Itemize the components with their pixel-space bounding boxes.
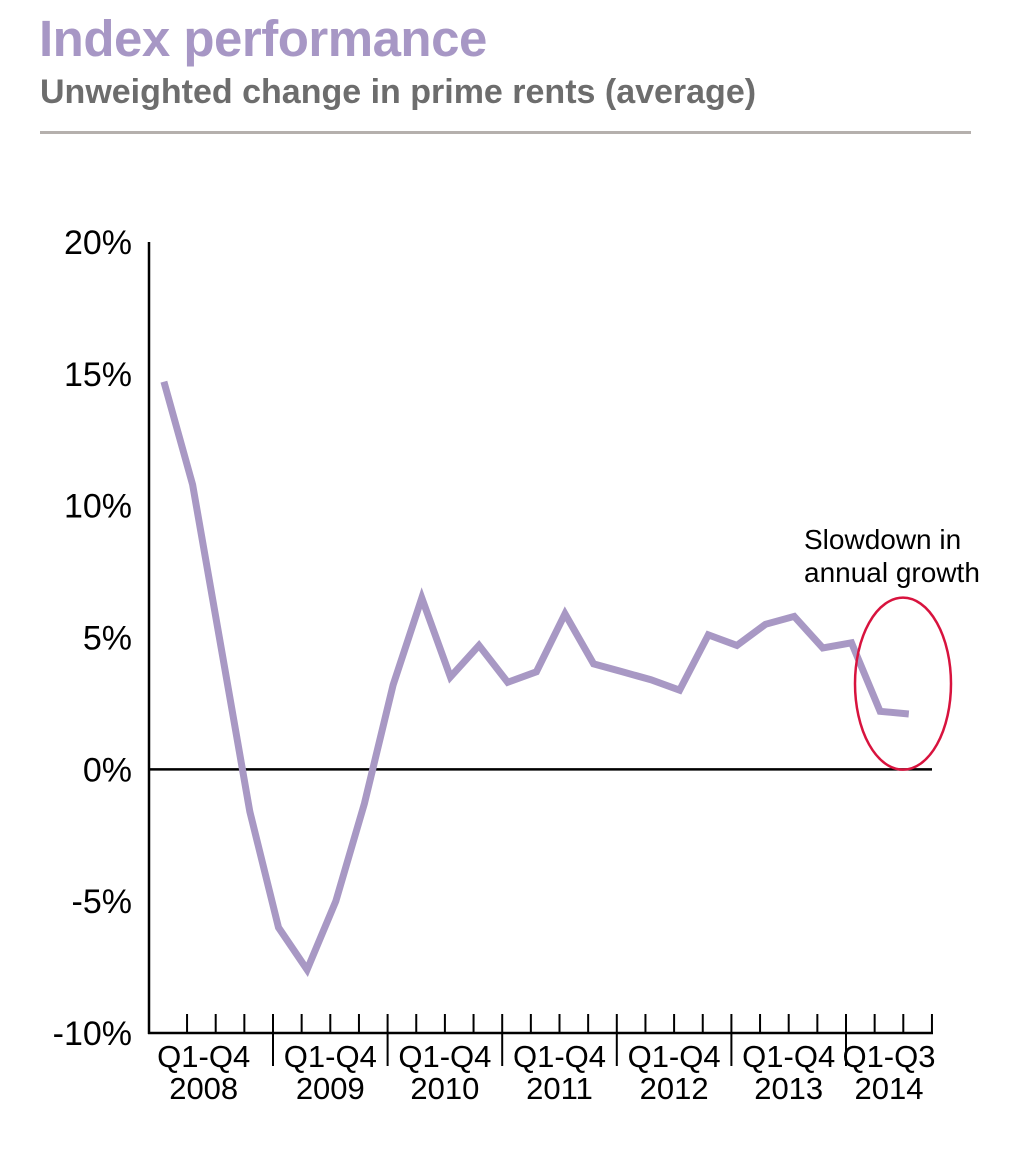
x-axis-labels: Q1-Q42008Q1-Q42009Q1-Q42010Q1-Q42011Q1-Q… bbox=[157, 1039, 935, 1106]
x-axis-ticks bbox=[186, 1014, 933, 1066]
x-tick-label-range: Q1-Q4 bbox=[513, 1039, 606, 1074]
y-axis-ticks: -10% -5% 0% 5% 10% 15% 20% bbox=[53, 224, 132, 1053]
x-tick-label-range: Q1-Q4 bbox=[284, 1039, 377, 1074]
chart-title: Index performance bbox=[39, 10, 487, 67]
y-tick-label: 0% bbox=[83, 751, 132, 789]
x-tick-label-year: 2009 bbox=[296, 1071, 365, 1106]
y-tick-label: 15% bbox=[64, 356, 132, 394]
x-tick-label-year: 2008 bbox=[169, 1071, 238, 1106]
y-tick-label: 5% bbox=[83, 620, 132, 658]
x-tick-label-year: 2010 bbox=[410, 1071, 479, 1106]
y-tick-label: 10% bbox=[64, 488, 132, 526]
annotation-text-line: Slowdown in bbox=[804, 524, 961, 555]
y-tick-label: -5% bbox=[72, 883, 132, 921]
x-tick-label-range: Q1-Q4 bbox=[398, 1039, 491, 1074]
slowdown-highlight-ellipse bbox=[853, 596, 953, 771]
x-tick-label-range: Q1-Q4 bbox=[628, 1039, 721, 1074]
y-tick-label: 20% bbox=[64, 224, 132, 262]
x-tick-label-range: Q1-Q3 bbox=[842, 1039, 935, 1074]
x-tick-label-year: 2013 bbox=[754, 1071, 823, 1106]
chart-subtitle: Unweighted change in prime rents (averag… bbox=[40, 73, 757, 111]
annotation-text-line: annual growth bbox=[804, 557, 980, 588]
x-tick-label-year: 2014 bbox=[854, 1071, 923, 1106]
x-tick-label-range: Q1-Q4 bbox=[157, 1039, 250, 1074]
x-tick-label-range: Q1-Q4 bbox=[742, 1039, 835, 1074]
series-line-group bbox=[160, 380, 910, 978]
x-tick-label-year: 2012 bbox=[640, 1071, 709, 1106]
y-tick-label: -10% bbox=[53, 1015, 132, 1053]
header-divider bbox=[40, 131, 971, 134]
series-line bbox=[160, 380, 910, 978]
x-tick-label-year: 2011 bbox=[526, 1071, 593, 1106]
